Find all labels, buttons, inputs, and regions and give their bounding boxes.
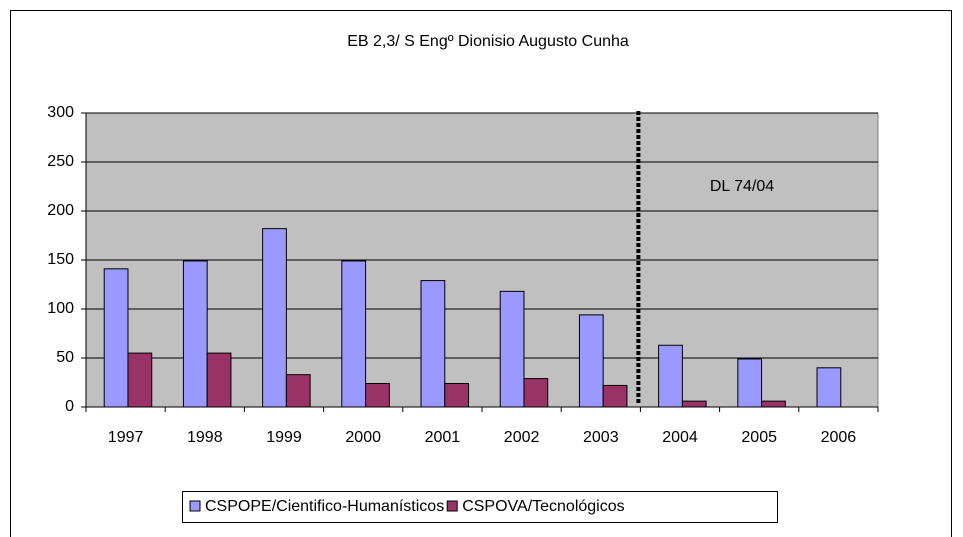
bar (182, 260, 208, 408)
x-tick-label: 2003 (583, 429, 619, 446)
chart-title: EB 2,3/ S Engº Dionisio Augusto Cunha (347, 33, 629, 50)
x-tick-label: 2001 (425, 429, 461, 446)
bar (206, 352, 232, 408)
bar (444, 382, 470, 408)
x-tick-label: 1997 (108, 429, 144, 446)
bar (420, 280, 446, 408)
bar (127, 352, 153, 408)
bar (341, 260, 367, 408)
y-tick-label: 200 (47, 202, 74, 219)
x-tick-label: 2006 (821, 429, 857, 446)
bar (285, 374, 311, 408)
bar (262, 228, 287, 408)
y-tick-label: 0 (65, 398, 74, 415)
bar (602, 384, 628, 408)
x-tick-label: 2000 (345, 429, 381, 446)
bar (681, 400, 707, 408)
y-tick-label: 150 (47, 251, 74, 268)
y-tick-label: 50 (56, 349, 74, 366)
legend-swatch (446, 500, 458, 512)
legend-label: CSPOPE/Cientifico-Humanísticos (205, 498, 444, 515)
bar (737, 358, 763, 408)
y-tick-label: 250 (47, 153, 74, 170)
x-tick-label: 2004 (662, 429, 698, 446)
annotation: DL 74/04 (710, 178, 774, 195)
x-tick-label: 2002 (504, 429, 540, 446)
legend-swatch (189, 500, 201, 512)
x-tick-label: 2005 (741, 429, 777, 446)
bar (365, 382, 390, 408)
legend (182, 491, 778, 523)
bar (761, 400, 786, 408)
legend-label: CSPOVA/Tecnológicos (462, 498, 624, 515)
bar (658, 344, 683, 408)
bar (103, 268, 129, 408)
bar (499, 290, 525, 408)
x-tick-label: 1999 (266, 429, 302, 446)
bar (523, 378, 549, 408)
x-tick-label: 1998 (187, 429, 223, 446)
bar (578, 314, 604, 408)
y-tick-label: 300 (47, 104, 74, 121)
y-tick-label: 100 (47, 300, 74, 317)
bar (816, 367, 842, 408)
